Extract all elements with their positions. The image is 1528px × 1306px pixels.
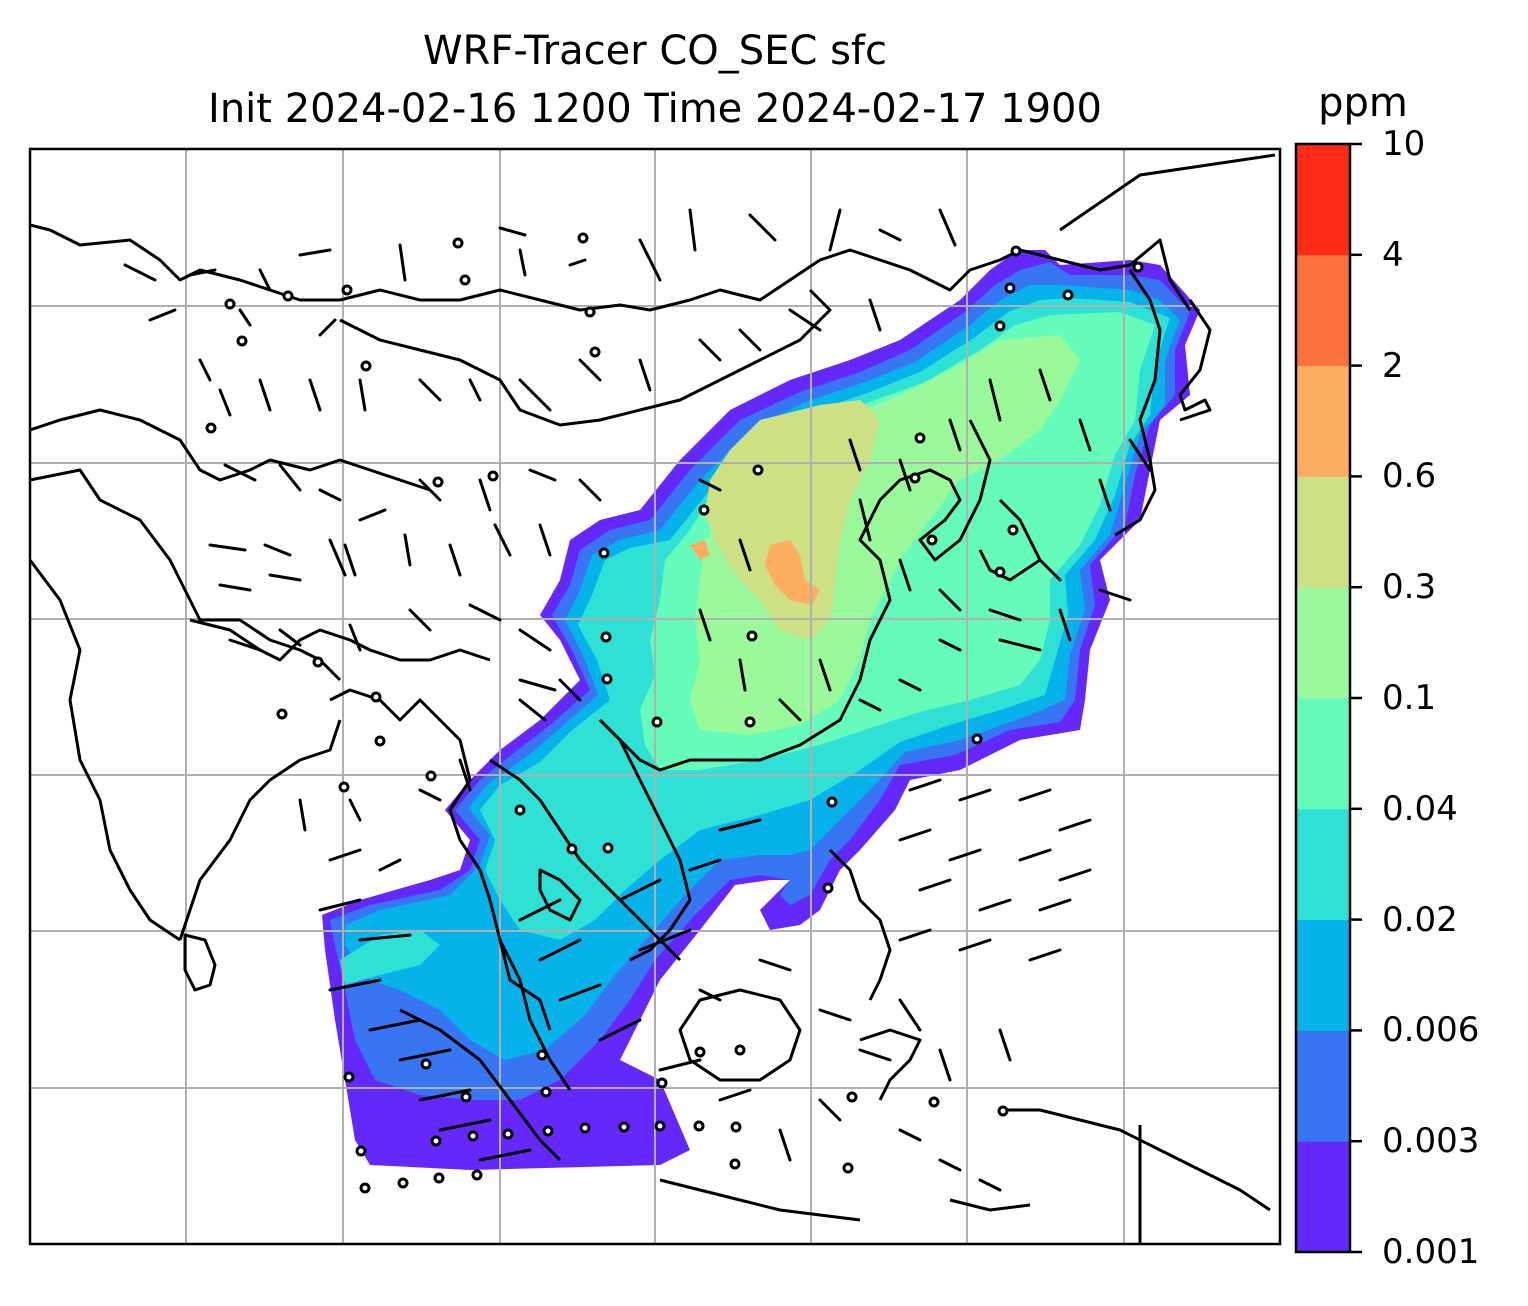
mongolia-border xyxy=(339,288,832,427)
colorbar xyxy=(1294,142,1362,1254)
tracer-level-0.6-spot xyxy=(690,540,710,560)
java xyxy=(659,1178,861,1222)
bangladesh-myanmar xyxy=(329,688,552,1031)
calm-wind-markers xyxy=(205,232,1144,1194)
colorbar-swatch xyxy=(1296,365,1350,477)
northern-border xyxy=(30,223,1021,312)
colorbar-tick-label: 0.02 xyxy=(1382,899,1458,940)
colorbar-swatch xyxy=(1296,698,1350,810)
philippines xyxy=(828,848,892,1001)
colorbar-tick-label: 0.04 xyxy=(1382,788,1458,829)
tracer-level-0.1 xyxy=(690,335,1080,735)
malay-peninsula xyxy=(498,939,572,1091)
coastlines-borders xyxy=(30,153,1276,1244)
chart-title-line2: Init 2024-02-16 1200 Time 2024-02-17 190… xyxy=(208,86,1102,132)
colorbar-swatch xyxy=(1296,919,1350,1031)
colorbar-swatch xyxy=(1296,476,1350,588)
wind-barb xyxy=(858,498,1132,642)
tracer-level-0.3 xyxy=(705,400,880,640)
wind-barb xyxy=(518,818,762,1042)
wind-barb xyxy=(898,878,1072,962)
west-asia-border xyxy=(30,408,431,492)
wind-barb xyxy=(658,1058,1002,1192)
colorbar-swatch xyxy=(1296,1141,1350,1253)
wind-barbs xyxy=(123,208,1152,1192)
colorbar-tick-label: 4 xyxy=(1382,234,1404,275)
colorbar-tick-label: 0.1 xyxy=(1382,678,1437,718)
colorbar-swatch xyxy=(1296,587,1350,699)
tracer-field xyxy=(322,250,1200,1170)
colorbar-tick-label: 0.6 xyxy=(1382,456,1437,497)
korea-coast xyxy=(1114,269,1162,537)
indochina xyxy=(489,758,682,962)
colorbar-swatch xyxy=(1296,254,1350,367)
northeast-coast xyxy=(1059,153,1276,232)
colorbar-tick-label: 0.3 xyxy=(1382,567,1437,608)
india-west xyxy=(30,559,181,942)
timor xyxy=(949,1198,1031,1212)
wind-barb xyxy=(298,698,547,872)
china-coast xyxy=(598,419,992,772)
colorbar-swatches xyxy=(1296,144,1350,1253)
wind-barb xyxy=(208,523,552,592)
sumatra xyxy=(399,1008,562,1162)
wind-barb xyxy=(123,208,957,382)
colorbar-tick-label: 0.003 xyxy=(1382,1121,1480,1162)
sulawesi xyxy=(859,1028,922,1101)
colorbar-tick-label: 2 xyxy=(1382,345,1404,386)
wind-barb xyxy=(218,298,882,417)
sri-lanka xyxy=(183,933,217,992)
tracer-level-0.02-south xyxy=(340,930,440,985)
chart-title-line1: WRF-Tracer CO_SEC sfc xyxy=(422,28,888,74)
wind-barb xyxy=(848,368,1152,512)
colorbar-tick-label: 10 xyxy=(1382,124,1426,164)
map-border xyxy=(28,147,1282,1246)
japan-coast xyxy=(1178,299,1212,422)
map-gridlines xyxy=(30,149,1280,1244)
india-east xyxy=(178,719,342,941)
central-border xyxy=(30,468,342,682)
manchuria-border xyxy=(1019,238,1192,311)
colorbar-swatch xyxy=(1296,144,1350,256)
wind-barb xyxy=(698,478,1042,722)
new-guinea xyxy=(1000,1108,1271,1212)
colorbar-swatch xyxy=(1296,1030,1350,1142)
bohai-coast xyxy=(978,498,1042,582)
himalaya-border xyxy=(189,618,491,662)
tracer-level-0.6 xyxy=(765,540,820,605)
wind-barb xyxy=(898,778,1092,882)
colorbar-unit-label: ppm xyxy=(1318,80,1408,126)
borneo xyxy=(678,988,802,1082)
wind-barb xyxy=(698,958,1012,1082)
wind-barb xyxy=(228,603,582,702)
gulf-of-thailand xyxy=(538,868,582,922)
colorbar-swatch xyxy=(1296,808,1350,921)
wind-barb xyxy=(223,463,602,522)
colorbar-tick-marks xyxy=(1350,142,1362,1254)
map-plot-area xyxy=(30,149,1280,1244)
colorbar-tick-label: 0.001 xyxy=(1382,1232,1480,1272)
colorbar-tick-label: 0.006 xyxy=(1382,1010,1480,1051)
wind-barb xyxy=(318,898,532,1162)
